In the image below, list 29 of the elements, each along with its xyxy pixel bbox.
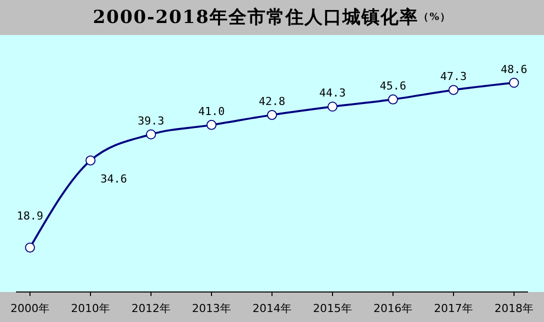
data-label: 45.6 [380, 79, 406, 92]
x-tick-label: 2014年 [252, 302, 292, 315]
x-tick-label: 2018年 [494, 302, 534, 315]
point [267, 110, 277, 120]
data-label: 47.3 [440, 70, 467, 83]
x-tick-label: 2010年 [71, 302, 110, 315]
data-label: 41.0 [198, 104, 225, 118]
data-label: 48.6 [500, 62, 528, 76]
point [328, 102, 338, 112]
point [509, 78, 519, 88]
x-tick-label: 2012年 [132, 302, 170, 315]
point [388, 94, 398, 104]
data-label: 44.3 [319, 86, 346, 100]
x-tick-label: 2015年 [313, 302, 352, 315]
x-tick-label: 2013年 [192, 302, 231, 315]
data-label: 42.8 [258, 94, 286, 108]
point [206, 120, 216, 130]
data-label: 18.9 [16, 210, 44, 223]
chart-title: 2000-2018年全市常住人口城镇化率 [92, 6, 419, 29]
point [448, 84, 458, 95]
chart-subtitle: （%） [418, 11, 452, 24]
point [146, 129, 156, 140]
x-tick-label: 2016年 [374, 302, 412, 315]
x-tick-label: 2000年 [10, 302, 50, 315]
data-label: 34.6 [100, 172, 127, 186]
point [25, 242, 35, 253]
data-label: 39.3 [138, 114, 164, 128]
x-tick-label: 2017年 [434, 302, 473, 315]
point [86, 155, 96, 166]
